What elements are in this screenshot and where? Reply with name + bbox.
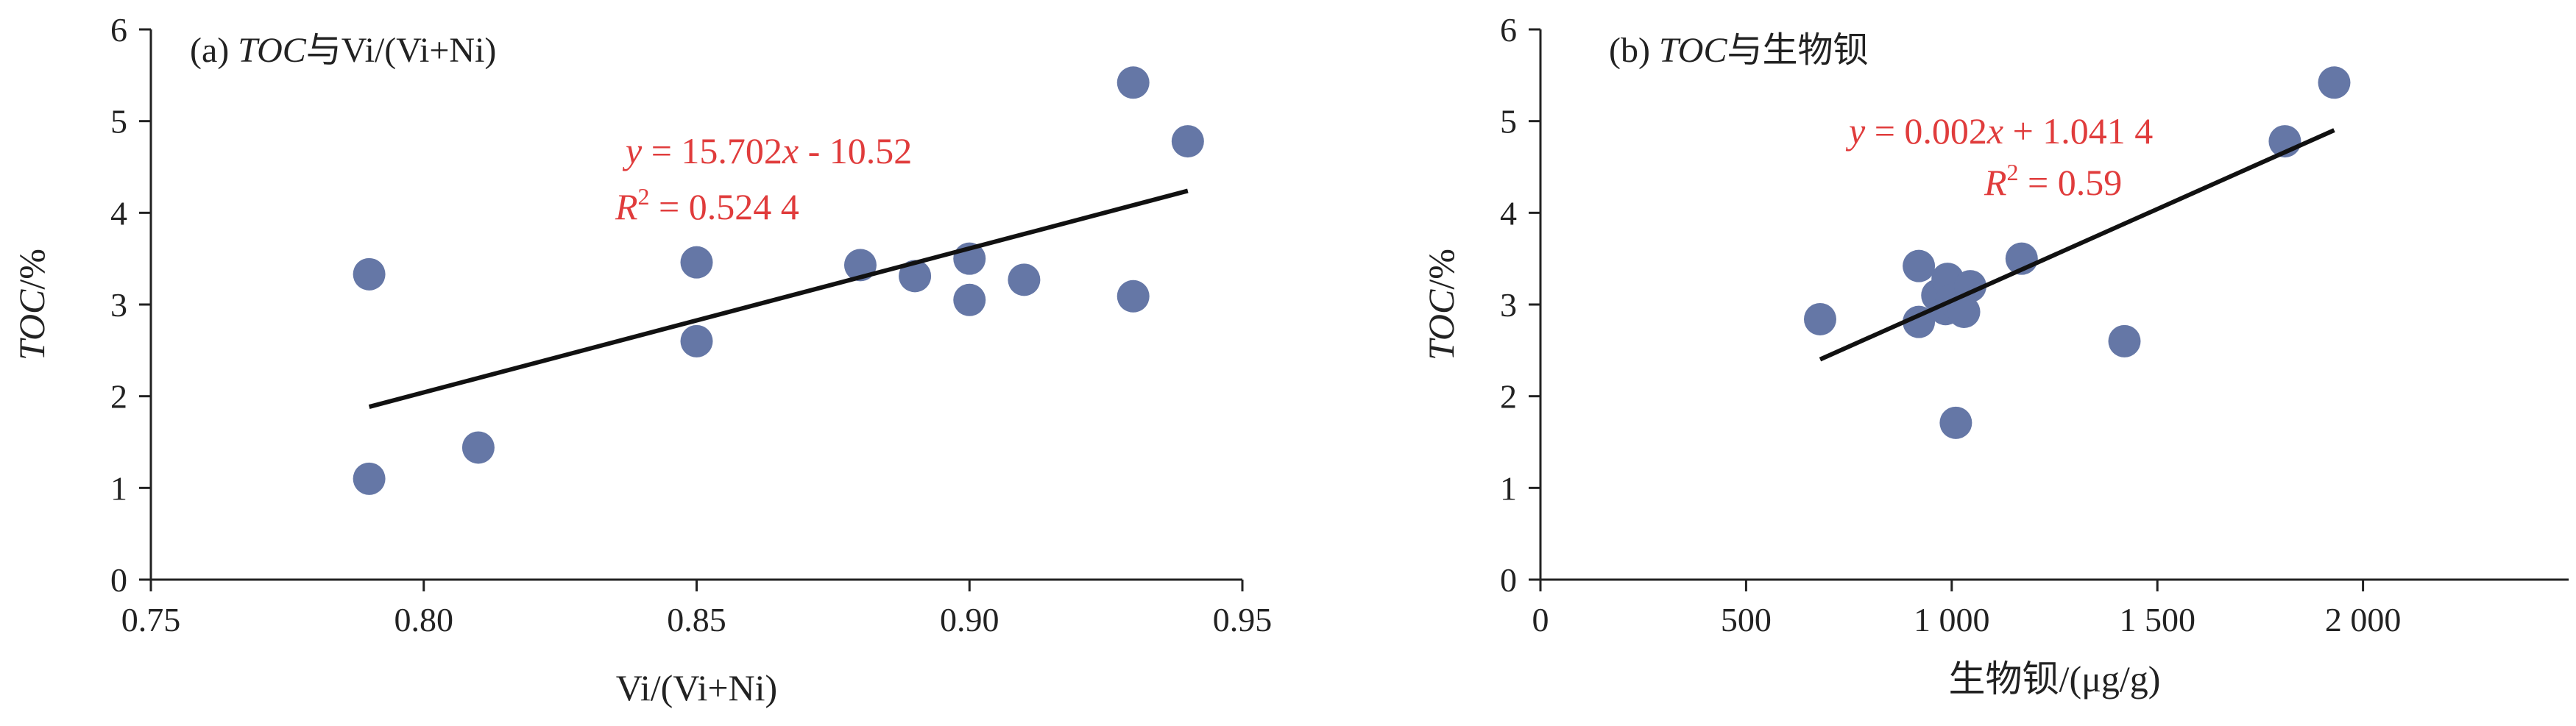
panel-a-x-tick-label: 0.75	[121, 601, 181, 638]
panel-b-x-tick-label: 0	[1532, 601, 1549, 638]
panel-b-data-point	[2318, 66, 2351, 99]
panel-a-data-point	[1171, 125, 1204, 158]
panel-b-y-tick-label: 6	[1500, 11, 1517, 49]
panel-a-data-point	[680, 324, 713, 357]
panel-b-data-point	[1803, 302, 1836, 335]
equation-y: y	[1845, 110, 1866, 152]
panel-a-x-tick-label: 0.95	[1213, 601, 1273, 638]
panel-b-y-tick-label: 3	[1500, 286, 1517, 324]
panel-b-equation: y = 0.002x + 1.041 4	[1845, 110, 2153, 152]
panel-a-x-tick-label: 0.90	[940, 601, 999, 638]
equation-slope: = 0.002	[1865, 110, 1987, 152]
equation-intercept: + 1.041 4	[2003, 110, 2153, 152]
title-suffix: 与生物钡	[1727, 31, 1868, 70]
equation-intercept: - 10.52	[799, 130, 912, 171]
title-suffix: 与Vi/(Vi+Ni)	[306, 31, 497, 70]
panel-b-y-tick-label: 1	[1500, 469, 1517, 507]
panel-b-trendline	[1819, 128, 2335, 362]
panel-b-x-tick-label: 1 500	[2119, 601, 2195, 638]
panel-a-data-point	[461, 431, 495, 464]
equation-y: y	[622, 130, 643, 171]
equation-x: x	[1986, 110, 2003, 152]
panel-a-y-axis-label: TOC/%	[11, 249, 52, 360]
panel-b-y-tick-label: 4	[1500, 194, 1517, 232]
panel-a-y-tick-label: 4	[110, 194, 127, 232]
r2-superscript: 2	[2007, 159, 2019, 185]
y-label-suffix: /%	[1420, 249, 1462, 290]
panel-a-x-axis-label: Vi/(Vi+Ni)	[616, 667, 777, 708]
r2-value: = 0.59	[2019, 162, 2123, 203]
r2-r: R	[1984, 162, 2007, 203]
panel-a-y-tick-label: 0	[110, 561, 127, 599]
panel-a-y-tick-label: 1	[110, 469, 127, 507]
panel-a-data-point	[1117, 66, 1150, 99]
panel-a-x-tick-label: 0.85	[667, 601, 726, 638]
title-prefix: (a)	[190, 31, 238, 70]
panel-b-data-point	[2108, 324, 2141, 357]
panel-b-data-point	[1947, 295, 1981, 328]
panel-a-y-tick-label: 6	[110, 11, 127, 49]
panel-a-data-point	[1008, 263, 1041, 296]
y-label-italic: TOC	[11, 289, 52, 360]
panel-b-data-point	[1939, 406, 1972, 439]
title-prefix: (b)	[1609, 31, 1659, 70]
panel-b-y-axis-label: TOC/%	[1420, 249, 1462, 360]
panel-b-y-tick-label: 5	[1500, 103, 1517, 140]
panel-a-r-squared: R2 = 0.524 4	[615, 183, 799, 227]
panel-a-data-point	[953, 283, 986, 316]
panel-b-title: (b) TOC与生物钡	[1609, 31, 1869, 70]
panel-a-title: (a) TOC与Vi/(Vi+Ni)	[190, 31, 496, 70]
equation-slope: = 15.702	[642, 130, 782, 171]
panel-a-y-tick-label: 5	[110, 103, 127, 140]
panel-a-data-point	[353, 462, 386, 495]
title-italic: TOC	[238, 31, 306, 70]
r2-value: = 0.524 4	[650, 186, 799, 227]
y-label-italic: TOC	[1420, 289, 1462, 360]
panel-b-y-tick-label: 0	[1500, 561, 1517, 599]
panel-b-data-point	[1903, 249, 1936, 282]
title-italic: TOC	[1659, 31, 1727, 70]
panel-a-y-tick-label: 3	[110, 286, 127, 324]
panel-a-data-point	[353, 257, 386, 291]
panel-a-y-tick-label: 2	[110, 378, 127, 416]
panel-b-y-tick-label: 2	[1500, 378, 1517, 416]
panel-a-trendline	[368, 188, 1189, 409]
r2-r: R	[615, 186, 638, 227]
panel-a-equation: y = 15.702x - 10.52	[622, 130, 912, 171]
panel-a-data-point	[680, 246, 713, 279]
panel-a-data-point	[899, 260, 932, 293]
equation-x: x	[782, 130, 799, 171]
panel-b-x-tick-label: 2 000	[2325, 601, 2402, 638]
panel-b-x-tick-label: 1 000	[1914, 601, 1990, 638]
panel-a-x-tick-label: 0.80	[394, 601, 454, 638]
panel-a-data-point	[1117, 280, 1150, 313]
y-label-suffix: /%	[11, 249, 52, 290]
panel-b-x-tick-label: 500	[1721, 601, 1772, 638]
panel-b-x-axis-label: 生物钡/(μg/g)	[1949, 658, 2161, 700]
r2-superscript: 2	[638, 183, 650, 210]
panel-b-r-squared: R2 = 0.59	[1984, 159, 2122, 203]
